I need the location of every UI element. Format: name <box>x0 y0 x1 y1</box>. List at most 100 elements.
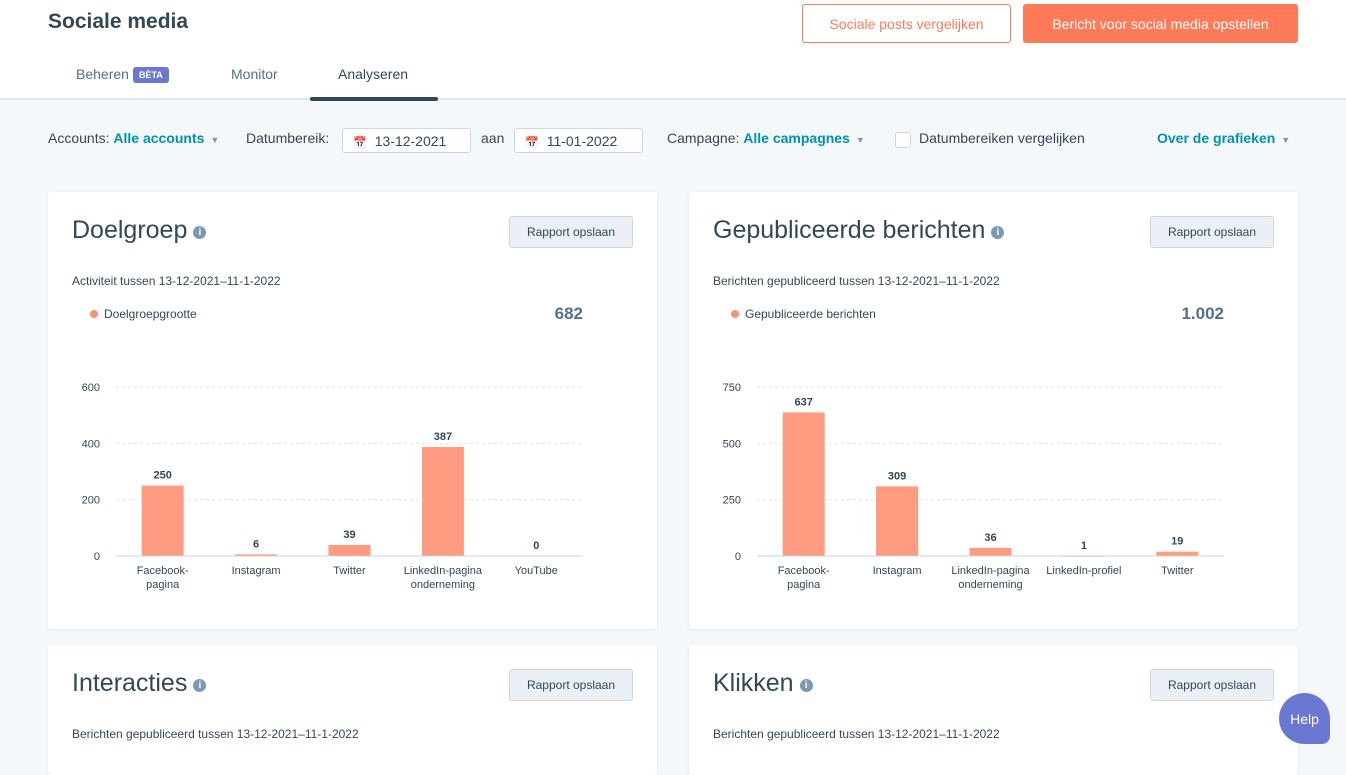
accounts-dropdown[interactable]: Alle accounts <box>113 130 205 146</box>
x-tick-label: Twitter <box>333 565 366 577</box>
data-label: 0 <box>533 540 539 552</box>
data-label: 39 <box>343 529 355 541</box>
chart-legend: Doelgroepgrootte <box>90 307 197 321</box>
help-button[interactable]: Help <box>1279 693 1330 744</box>
to-label: aan <box>481 130 505 146</box>
x-tick-label: onderneming <box>958 579 1022 591</box>
data-label: 309 <box>888 470 906 482</box>
data-label: 637 <box>795 396 813 408</box>
calendar-icon: 📅 <box>353 137 367 149</box>
x-tick-label: LinkedIn-pagina <box>951 565 1030 577</box>
bar <box>1156 551 1199 556</box>
caret-down-icon: ▼ <box>210 135 220 145</box>
campaign-filter[interactable]: Campagne: Alle campagnes ▼ <box>667 130 865 146</box>
info-icon[interactable]: i <box>193 226 207 239</box>
date-range-label: Datumbereik: <box>246 130 330 146</box>
y-tick-label: 250 <box>723 495 741 507</box>
data-label: 250 <box>154 470 172 482</box>
accounts-filter[interactable]: Accounts: Alle accounts ▼ <box>48 130 219 146</box>
bar <box>782 412 825 556</box>
compare-posts-button[interactable]: Sociale posts vergelijken <box>802 4 1011 43</box>
beta-badge: BÈTA <box>132 67 169 83</box>
campaign-label: Campagne: <box>667 130 740 146</box>
active-tab-indicator <box>310 97 438 101</box>
interactions-card: Interacties i Rapport opslaan Berichten g… <box>48 645 657 775</box>
caret-down-icon: ▼ <box>1281 135 1291 145</box>
compare-dates-checkbox[interactable] <box>895 132 911 148</box>
info-icon[interactable]: i <box>799 679 813 692</box>
date-to-input[interactable]: 📅 11-01-2022 <box>514 128 643 153</box>
info-icon[interactable]: i <box>991 226 1005 239</box>
clicks-card: Klikken i Rapport opslaan Berichten gepub… <box>689 645 1298 775</box>
about-charts-label: Over de grafieken <box>1157 130 1276 146</box>
chart-legend: Gepubliceerde berichten <box>731 307 876 321</box>
save-report-button[interactable]: Rapport opslaan <box>1150 669 1274 701</box>
create-post-button[interactable]: Bericht voor social media opstellen <box>1023 4 1298 43</box>
bar <box>876 486 919 556</box>
y-tick-label: 500 <box>723 438 741 450</box>
x-tick-label: onderneming <box>411 579 475 591</box>
published-posts-card: Gepubliceerde berichten i Rapport opslaan… <box>689 192 1298 629</box>
audience-card: Doelgroep i Rapport opslaan Activiteit tu… <box>48 192 657 629</box>
x-tick-label: pagina <box>787 579 821 591</box>
data-label: 387 <box>434 431 452 443</box>
bar-chart: 0 250 500 750 637 Facebook-pagina 309 Instagram… <box>723 382 1224 591</box>
data-label: 36 <box>984 532 996 544</box>
card-title: Gepubliceerde berichten i <box>713 216 1005 245</box>
bar <box>421 446 464 556</box>
x-tick-label: Instagram <box>232 565 281 577</box>
date-to-value: 11-01-2022 <box>546 133 618 149</box>
legend-dot <box>90 310 98 318</box>
accounts-label: Accounts: <box>48 130 110 146</box>
data-label: 1 <box>1081 540 1087 552</box>
save-report-button[interactable]: Rapport opslaan <box>509 669 633 701</box>
compare-dates-label: Datumbereiken vergelijken <box>919 130 1085 146</box>
data-label: 19 <box>1171 536 1183 548</box>
calendar-icon: 📅 <box>525 137 539 149</box>
card-title: Klikken i <box>713 669 813 698</box>
info-icon[interactable]: i <box>193 679 207 692</box>
card-title: Doelgroep i <box>72 216 207 245</box>
x-tick-label: LinkedIn-pagina <box>404 565 483 577</box>
save-report-button[interactable]: Rapport opslaan <box>509 216 633 248</box>
tab-beheren[interactable]: Beheren BÈTA <box>76 66 169 83</box>
about-charts-dropdown[interactable]: Over de grafieken ▼ <box>1157 130 1290 146</box>
bar <box>235 554 278 556</box>
date-from-input[interactable]: 📅 13-12-2021 <box>342 128 471 153</box>
bar <box>969 547 1012 556</box>
tab-analyseren[interactable]: Analyseren <box>338 66 409 82</box>
x-tick-label: Instagram <box>873 565 922 577</box>
bar <box>328 545 371 556</box>
page-title: Sociale media <box>48 10 189 33</box>
card-subtitle: Berichten gepubliceerd tussen 13-12-2021… <box>713 727 1000 741</box>
y-tick-label: 0 <box>735 551 741 563</box>
x-tick-label: Facebook- <box>137 565 189 577</box>
y-tick-label: 600 <box>82 382 100 394</box>
x-tick-label: Facebook- <box>778 565 830 577</box>
total-value: 1.002 <box>1181 304 1224 323</box>
y-tick-label: 750 <box>723 382 741 394</box>
y-tick-label: 400 <box>82 438 100 450</box>
bar <box>141 485 184 556</box>
card-subtitle: Activiteit tussen 13-12-2021–11-1-2022 <box>72 274 281 288</box>
y-tick-label: 200 <box>82 495 100 507</box>
save-report-button[interactable]: Rapport opslaan <box>1150 216 1274 248</box>
x-tick-label: Twitter <box>1161 565 1194 577</box>
tab-monitor[interactable]: Monitor <box>231 66 278 82</box>
x-tick-label: LinkedIn-profiel <box>1046 565 1121 577</box>
date-from-value: 13-12-2021 <box>374 133 447 149</box>
caret-down-icon: ▼ <box>855 135 865 145</box>
card-subtitle: Berichten gepubliceerd tussen 13-12-2021… <box>72 727 359 741</box>
legend-dot <box>731 310 739 318</box>
x-tick-label: pagina <box>146 579 180 591</box>
card-subtitle: Berichten gepubliceerd tussen 13-12-2021… <box>713 274 1000 288</box>
campaign-dropdown[interactable]: Alle campagnes <box>743 130 850 146</box>
card-title: Interacties i <box>72 669 207 698</box>
y-tick-label: 0 <box>94 551 100 563</box>
x-tick-label: YouTube <box>515 565 558 577</box>
top-bar: Sociale media Sociale posts vergelijken … <box>0 0 1346 101</box>
tab-label: Beheren <box>76 66 129 82</box>
bar-chart: 0 200 400 600 250 Facebook-pagina 6 Instagram 39… <box>82 382 583 591</box>
data-label: 6 <box>253 538 259 550</box>
total-value: 682 <box>554 304 583 323</box>
